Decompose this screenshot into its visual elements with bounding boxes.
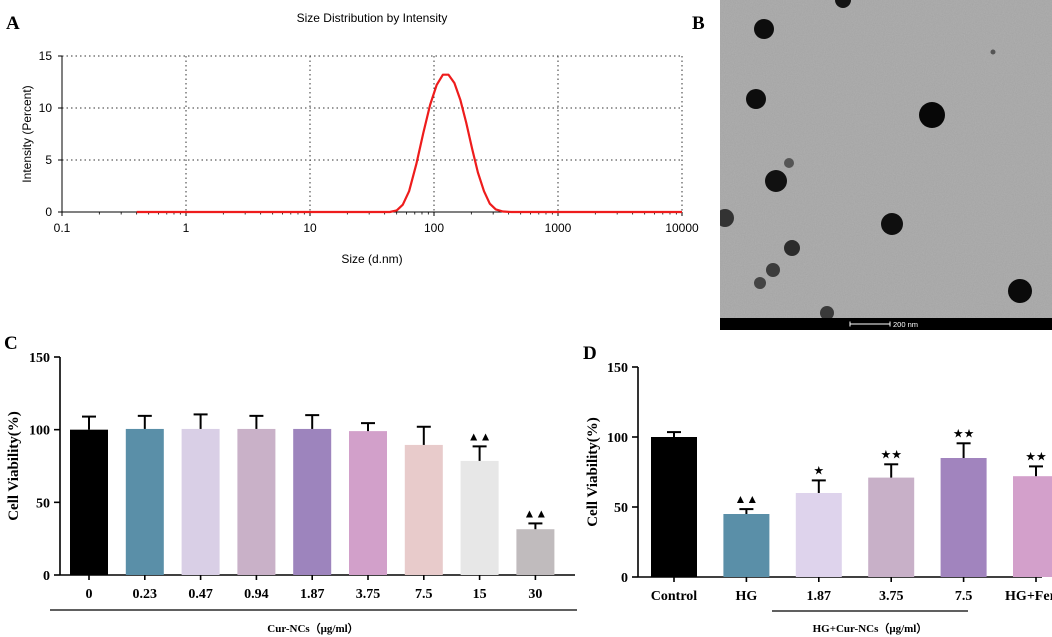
significance-mark: ★★ (1025, 449, 1047, 463)
y-tick-label: 100 (607, 431, 628, 446)
significance-mark: ★ (813, 463, 824, 477)
significance-mark: ★★ (880, 447, 902, 461)
panel-c-cell-viability: 0 50 100 150 Cell Viability(%) 0 0.23 0.47 0.94 1… (6, 351, 577, 635)
bar (516, 529, 555, 575)
significance-mark: ▲▲ (735, 492, 759, 506)
x-tick-label: 0.47 (188, 587, 213, 602)
significance-mark: ★★ (953, 426, 975, 440)
intensity-curve (136, 73, 682, 214)
bar (349, 431, 387, 575)
tem-grain (720, 0, 1052, 330)
x-tick-label: 0.23 (133, 587, 158, 602)
x-axis-label: Cur-NCs（μg/ml） (267, 622, 358, 635)
bar (293, 428, 332, 575)
nanoparticle (990, 49, 996, 55)
bar (723, 514, 770, 577)
y-tick-label: 0 (43, 569, 50, 584)
scale-bar-label: 200 nm (893, 320, 918, 329)
panel-b-tem-image: 200 nm (720, 0, 1052, 330)
x-tick-label: 7.5 (415, 587, 433, 602)
x-tick-label: 3.75 (356, 587, 381, 602)
chart-a-xlabel: Size (d.nm) (341, 252, 402, 266)
y-tick-label: 50 (614, 501, 628, 516)
x-tick-label: Control (651, 589, 698, 604)
panel-letter-c: C (4, 333, 18, 354)
bar (651, 437, 697, 577)
panel-letter-b: B (692, 13, 705, 34)
chart-a-title: Size Distribution by Intensity (297, 11, 448, 25)
y-tick-label: 0 (45, 205, 52, 219)
x-tick-label: 0.94 (244, 587, 269, 602)
x-tick-label: 0 (86, 587, 93, 602)
y-tick-label: 5 (45, 153, 52, 167)
bar (404, 444, 443, 575)
nanoparticles (720, 0, 1032, 320)
y-tick-label: 100 (29, 424, 50, 439)
nanoparticle (754, 277, 766, 289)
significance-mark: ▲▲ (524, 506, 548, 520)
x-tick-label: 1.87 (300, 587, 325, 602)
y-tick-label: 150 (29, 351, 50, 366)
y-tick-label: 15 (39, 49, 53, 63)
nanoparticle (720, 209, 734, 227)
nanoparticle (765, 170, 787, 192)
panel-letter-a: A (6, 13, 20, 34)
bar (181, 428, 220, 575)
y-axis-label: Cell Viability(%) (6, 411, 22, 521)
nanoparticle (746, 89, 766, 109)
bar (70, 429, 108, 575)
nanoparticle (766, 263, 780, 277)
group-label: HG+Cur-NCs（μg/ml） (813, 622, 928, 635)
significance-mark: ▲▲ (468, 429, 492, 443)
x-tick-label: 1 (183, 221, 190, 235)
x-tick-label: 10 (303, 221, 317, 235)
x-tick-label: 7.5 (955, 589, 973, 604)
x-tick-label: 100 (424, 221, 444, 235)
nanoparticle (784, 158, 794, 168)
x-tick-label: 15 (473, 587, 487, 602)
nanoparticle (881, 213, 903, 235)
nanoparticle (754, 19, 774, 39)
x-tick-label: 1000 (545, 221, 572, 235)
x-tick-label: 30 (528, 587, 542, 602)
panel-letter-d: D (583, 343, 597, 364)
nanoparticle (784, 240, 800, 256)
nanoparticle (820, 306, 834, 320)
bar (868, 477, 915, 577)
bar (460, 460, 499, 575)
y-tick-label: 0 (621, 571, 628, 586)
y-tick-label: 10 (39, 101, 53, 115)
nanoparticle (835, 0, 851, 8)
y-axis-label: Cell Viability(%) (585, 417, 601, 527)
bar (940, 458, 987, 577)
nanoparticle (1008, 279, 1032, 303)
x-tick-label: 10000 (665, 221, 699, 235)
bar (125, 428, 164, 575)
panel-d-cell-viability: 0 50 100 150 Cell Viability(%) Control HG ▲▲ 1.8… (585, 361, 1052, 635)
x-tick-label: 3.75 (879, 589, 904, 604)
x-tick-label: HG (736, 589, 758, 604)
y-tick-label: 50 (36, 496, 50, 511)
x-tick-label: 1.87 (807, 589, 832, 604)
x-tick-label: HG+Fer-1 (1005, 589, 1052, 604)
chart-a-ylabel: Intensity (Percent) (20, 85, 34, 182)
y-tick-label: 150 (607, 361, 628, 376)
x-tick-label: 0.1 (54, 221, 71, 235)
bar (1013, 476, 1052, 577)
bar (795, 493, 842, 577)
nanoparticle (919, 102, 945, 128)
bar (237, 428, 276, 575)
